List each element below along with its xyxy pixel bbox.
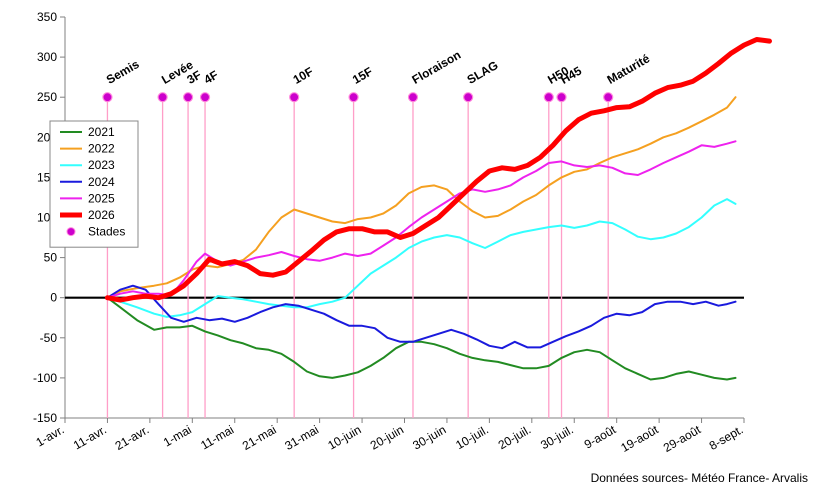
stage-marker <box>407 92 419 103</box>
legend-label: 2023 <box>88 158 115 172</box>
series-line-2022 <box>106 96 737 299</box>
x-tick-label: 8-sept. <box>707 422 746 452</box>
stage-marker <box>182 92 194 103</box>
legend: 2021 2022 2023 2024 2025 2026 Stades <box>49 120 139 248</box>
series-line-2021 <box>106 296 737 381</box>
x-tick-label: 11-mai <box>198 422 236 452</box>
stage-label: Semis <box>104 57 142 87</box>
y-tick-label: 350 <box>37 10 57 24</box>
stage-markers <box>102 92 614 103</box>
stage-marker <box>102 92 113 103</box>
x-tick-label: 30-juin <box>410 422 448 452</box>
y-tick-label: 0 <box>50 291 57 305</box>
y-tick-label: -50 <box>40 331 58 345</box>
stage-marker <box>289 92 300 103</box>
series-lines <box>104 37 772 381</box>
series-line-2025 <box>106 140 737 299</box>
series-line-2023 <box>106 198 737 318</box>
stage-label: 10F <box>291 64 316 86</box>
y-tick-label: -150 <box>33 411 57 425</box>
x-tick-label: 20-juin <box>368 422 406 452</box>
stage-marker <box>603 92 614 103</box>
stage-label: SLAG <box>465 58 501 87</box>
stage-marker <box>157 92 168 103</box>
stage-marker <box>199 92 211 103</box>
legend-label: 2024 <box>88 175 115 189</box>
stage-label: Maturité <box>605 51 653 87</box>
stage-marker <box>543 92 554 103</box>
legend-swatch-stades <box>66 227 76 237</box>
x-tick-label: 11-avr. <box>71 422 109 452</box>
legend-label: Stades <box>88 225 125 239</box>
y-tick-label: 50 <box>44 251 58 265</box>
stage-lines <box>106 97 609 418</box>
series-line-2026 <box>104 37 772 303</box>
y-tick-label: -100 <box>33 371 57 385</box>
x-tick-label: 10-juil. <box>453 422 491 452</box>
y-tick-label: 300 <box>37 50 57 64</box>
source-note: Données sources- Météo France- Arvalis <box>590 471 808 485</box>
x-tick-label: 1-mai <box>161 422 194 449</box>
legend-label: 2022 <box>88 142 115 156</box>
x-tick-label: 1-avr. <box>34 422 67 449</box>
x-tick-label: 19-août <box>618 422 661 455</box>
stage-label: Floraison <box>409 48 463 87</box>
x-tick-label: 21-mai <box>240 422 279 452</box>
legend-label: 2025 <box>88 191 115 205</box>
x-tick-label: 9-août <box>582 422 619 451</box>
x-tick-label: 20-juil. <box>496 422 534 452</box>
stage-marker <box>348 92 359 103</box>
stage-label: 3F <box>185 68 204 87</box>
x-tick-label: 31-mai <box>282 422 321 452</box>
legend-label: 2026 <box>88 208 115 222</box>
x-tick-label: 29-août <box>661 422 704 455</box>
legend-label: 2021 <box>88 125 115 139</box>
series-line-2024 <box>106 284 737 350</box>
stage-label: 15F <box>350 64 375 86</box>
x-tick-label: 30-juil. <box>538 422 576 452</box>
stage-marker <box>556 92 567 103</box>
legend-box <box>49 120 139 248</box>
x-tick-label: 21-avr. <box>113 422 152 452</box>
stage-marker <box>463 92 474 103</box>
x-tick-label: 10-juin <box>325 422 363 452</box>
y-tick-label: 250 <box>37 90 57 104</box>
stage-label: 4F <box>202 68 221 87</box>
